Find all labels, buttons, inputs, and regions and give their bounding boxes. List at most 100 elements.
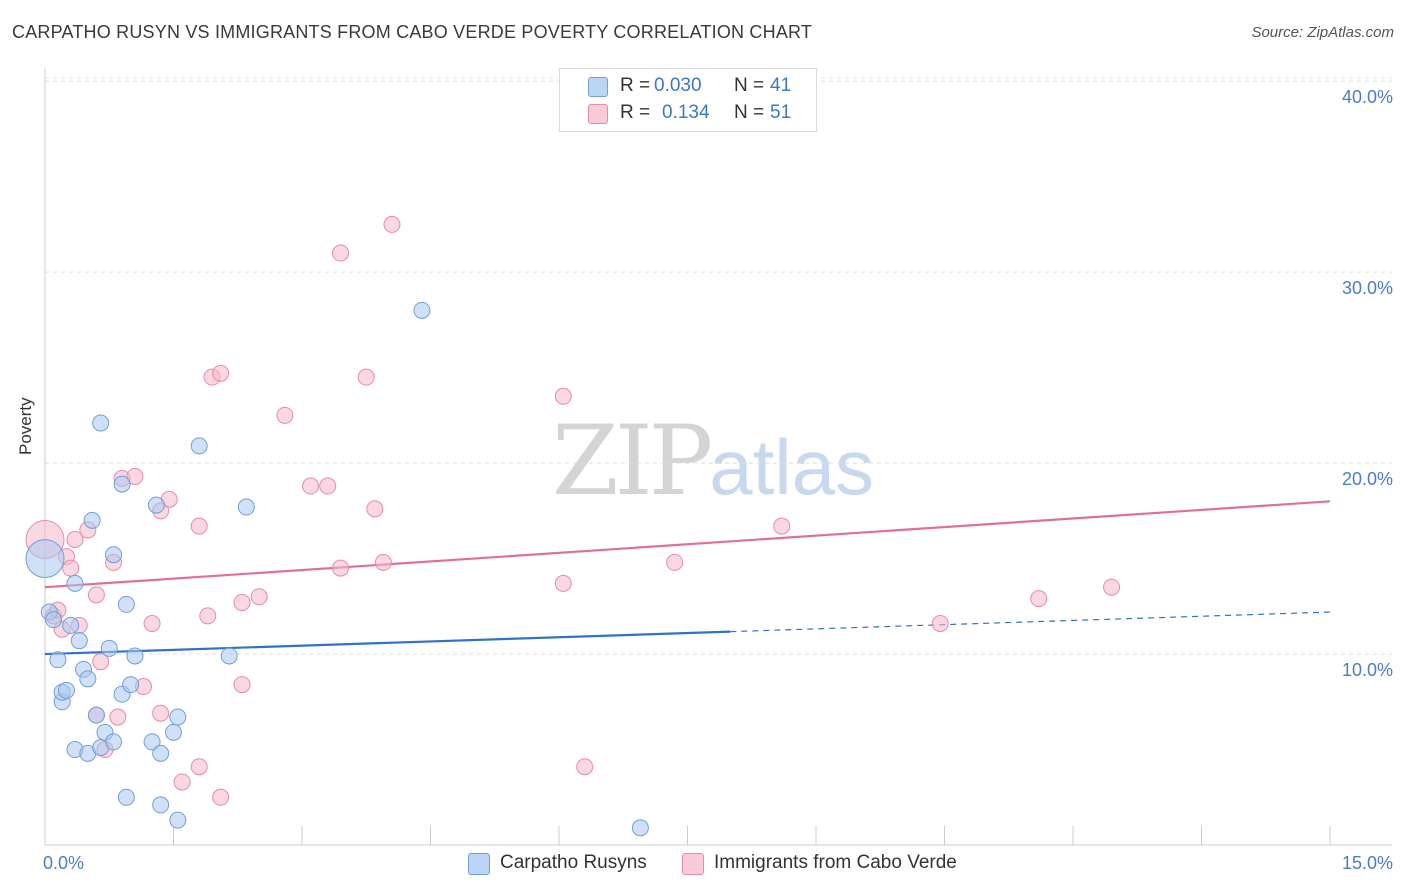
legend-n-label: N = xyxy=(734,75,765,96)
point-carpatho-rusyns xyxy=(126,647,144,665)
point-cabo-verde xyxy=(250,588,268,606)
point-cabo-verde xyxy=(554,387,572,405)
point-carpatho-rusyns xyxy=(105,733,123,751)
point-cabo-verde xyxy=(109,708,127,726)
point-carpatho-rusyns xyxy=(413,301,431,319)
point-cabo-verde xyxy=(332,244,350,262)
point-cabo-verde xyxy=(931,614,949,632)
y-tick-label: 20.0% xyxy=(1342,469,1393,489)
point-cabo-verde xyxy=(190,517,208,535)
point-cabo-verde xyxy=(233,593,251,611)
point-cabo-verde xyxy=(554,574,572,592)
source-label: Source: ZipAtlas.com xyxy=(1251,24,1394,41)
point-cabo-verde xyxy=(1030,590,1048,608)
point-cabo-verde xyxy=(62,559,80,577)
point-cabo-verde xyxy=(773,517,791,535)
point-carpatho-rusyns xyxy=(70,632,88,650)
point-cabo-verde xyxy=(233,676,251,694)
y-tick-label: 30.0% xyxy=(1342,278,1393,298)
legend-r-value: 0.030 xyxy=(654,75,702,96)
point-cabo-verde xyxy=(319,477,337,495)
point-carpatho-rusyns xyxy=(92,414,110,432)
point-carpatho-rusyns xyxy=(190,437,208,455)
point-carpatho-rusyns xyxy=(152,796,170,814)
point-cabo-verde xyxy=(212,788,230,806)
point-carpatho-rusyns xyxy=(87,706,105,724)
point-cabo-verde xyxy=(126,467,144,485)
point-cabo-verde xyxy=(366,500,384,518)
chart-title: CARPATHO RUSYN VS IMMIGRANTS FROM CABO V… xyxy=(12,22,813,42)
point-carpatho-rusyns xyxy=(117,788,135,806)
trend-line-dashed xyxy=(730,611,1331,633)
point-carpatho-rusyns xyxy=(62,616,80,634)
stats-legend: R = 0.030 N = 41 R = 0.134 N = 51 xyxy=(559,68,817,132)
series-label-rusyns: Carpatho Rusyns xyxy=(500,852,647,873)
point-cabo-verde xyxy=(212,364,230,382)
legend-swatch-cabo-verde xyxy=(588,104,608,124)
point-cabo-verde xyxy=(92,653,110,671)
watermark-zip: ZIP xyxy=(552,405,713,517)
point-carpatho-rusyns xyxy=(105,546,123,564)
trend-lines xyxy=(44,500,1331,656)
series-legend: Carpatho Rusyns Immigrants from Cabo Ver… xyxy=(0,850,1406,880)
point-cabo-verde xyxy=(143,614,161,632)
trend-line xyxy=(44,500,1331,589)
point-carpatho-rusyns xyxy=(220,647,238,665)
trend-line-solid xyxy=(44,630,731,656)
point-cabo-verde xyxy=(173,773,191,791)
point-carpatho-rusyns xyxy=(45,611,63,629)
data-points xyxy=(25,215,1121,837)
point-cabo-verde xyxy=(357,368,375,386)
point-cabo-verde xyxy=(332,559,350,577)
tick-labels: 10.0% 20.0% 30.0% 40.0% 0.0% 15.0% xyxy=(43,87,1393,873)
x-tick-label: 15.0% xyxy=(1342,853,1393,873)
point-carpatho-rusyns xyxy=(631,819,649,837)
legend-r-label: R = xyxy=(620,102,651,123)
point-carpatho-rusyns xyxy=(143,733,161,751)
point-carpatho-rusyns xyxy=(83,511,101,529)
point-cabo-verde xyxy=(276,406,294,424)
point-cabo-verde xyxy=(199,607,217,625)
point-carpatho-rusyns xyxy=(113,475,131,493)
legend-n-value: 41 xyxy=(770,75,792,96)
series-swatch-cabo-verde xyxy=(682,853,704,875)
point-cabo-verde xyxy=(152,704,170,722)
legend-r-label: R = xyxy=(620,75,651,96)
point-cabo-verde xyxy=(302,477,320,495)
legend-r-value: 0.134 xyxy=(662,102,710,123)
legend-swatch-rusyns xyxy=(588,77,608,97)
y-tick-label: 10.0% xyxy=(1342,660,1393,680)
point-carpatho-rusyns xyxy=(117,595,135,613)
y-tick-label: 40.0% xyxy=(1342,87,1393,107)
legend-n-label: N = xyxy=(734,102,765,123)
point-carpatho-rusyns xyxy=(152,744,170,762)
point-cabo-verde xyxy=(383,215,401,233)
point-cabo-verde xyxy=(666,553,684,571)
point-cabo-verde xyxy=(66,530,84,548)
watermark: ZIPatlas xyxy=(552,405,874,517)
point-cabo-verde xyxy=(1103,578,1121,596)
point-cabo-verde xyxy=(374,553,392,571)
watermark-atlas: atlas xyxy=(709,423,874,511)
point-carpatho-rusyns xyxy=(169,811,187,829)
legend-n-value: 51 xyxy=(770,102,792,123)
point-cabo-verde xyxy=(190,758,208,776)
point-carpatho-rusyns xyxy=(122,676,140,694)
point-carpatho-rusyns xyxy=(237,498,255,516)
point-carpatho-rusyns xyxy=(165,723,182,741)
point-carpatho-rusyns xyxy=(169,708,187,726)
point-carpatho-rusyns xyxy=(147,496,165,514)
point-cabo-verde xyxy=(87,586,105,604)
series-swatch-rusyns xyxy=(468,853,490,875)
axes xyxy=(44,68,1392,846)
point-carpatho-rusyns xyxy=(57,681,75,699)
grid-lines xyxy=(45,77,1392,655)
point-carpatho-rusyns xyxy=(100,639,118,657)
point-cabo-verde xyxy=(576,758,594,776)
point-carpatho-rusyns xyxy=(79,670,97,688)
point-carpatho-rusyns xyxy=(49,651,67,669)
series-label-cabo-verde: Immigrants from Cabo Verde xyxy=(714,852,957,873)
point-carpatho-rusyns xyxy=(66,574,84,592)
x-tick-label: 0.0% xyxy=(43,853,84,873)
